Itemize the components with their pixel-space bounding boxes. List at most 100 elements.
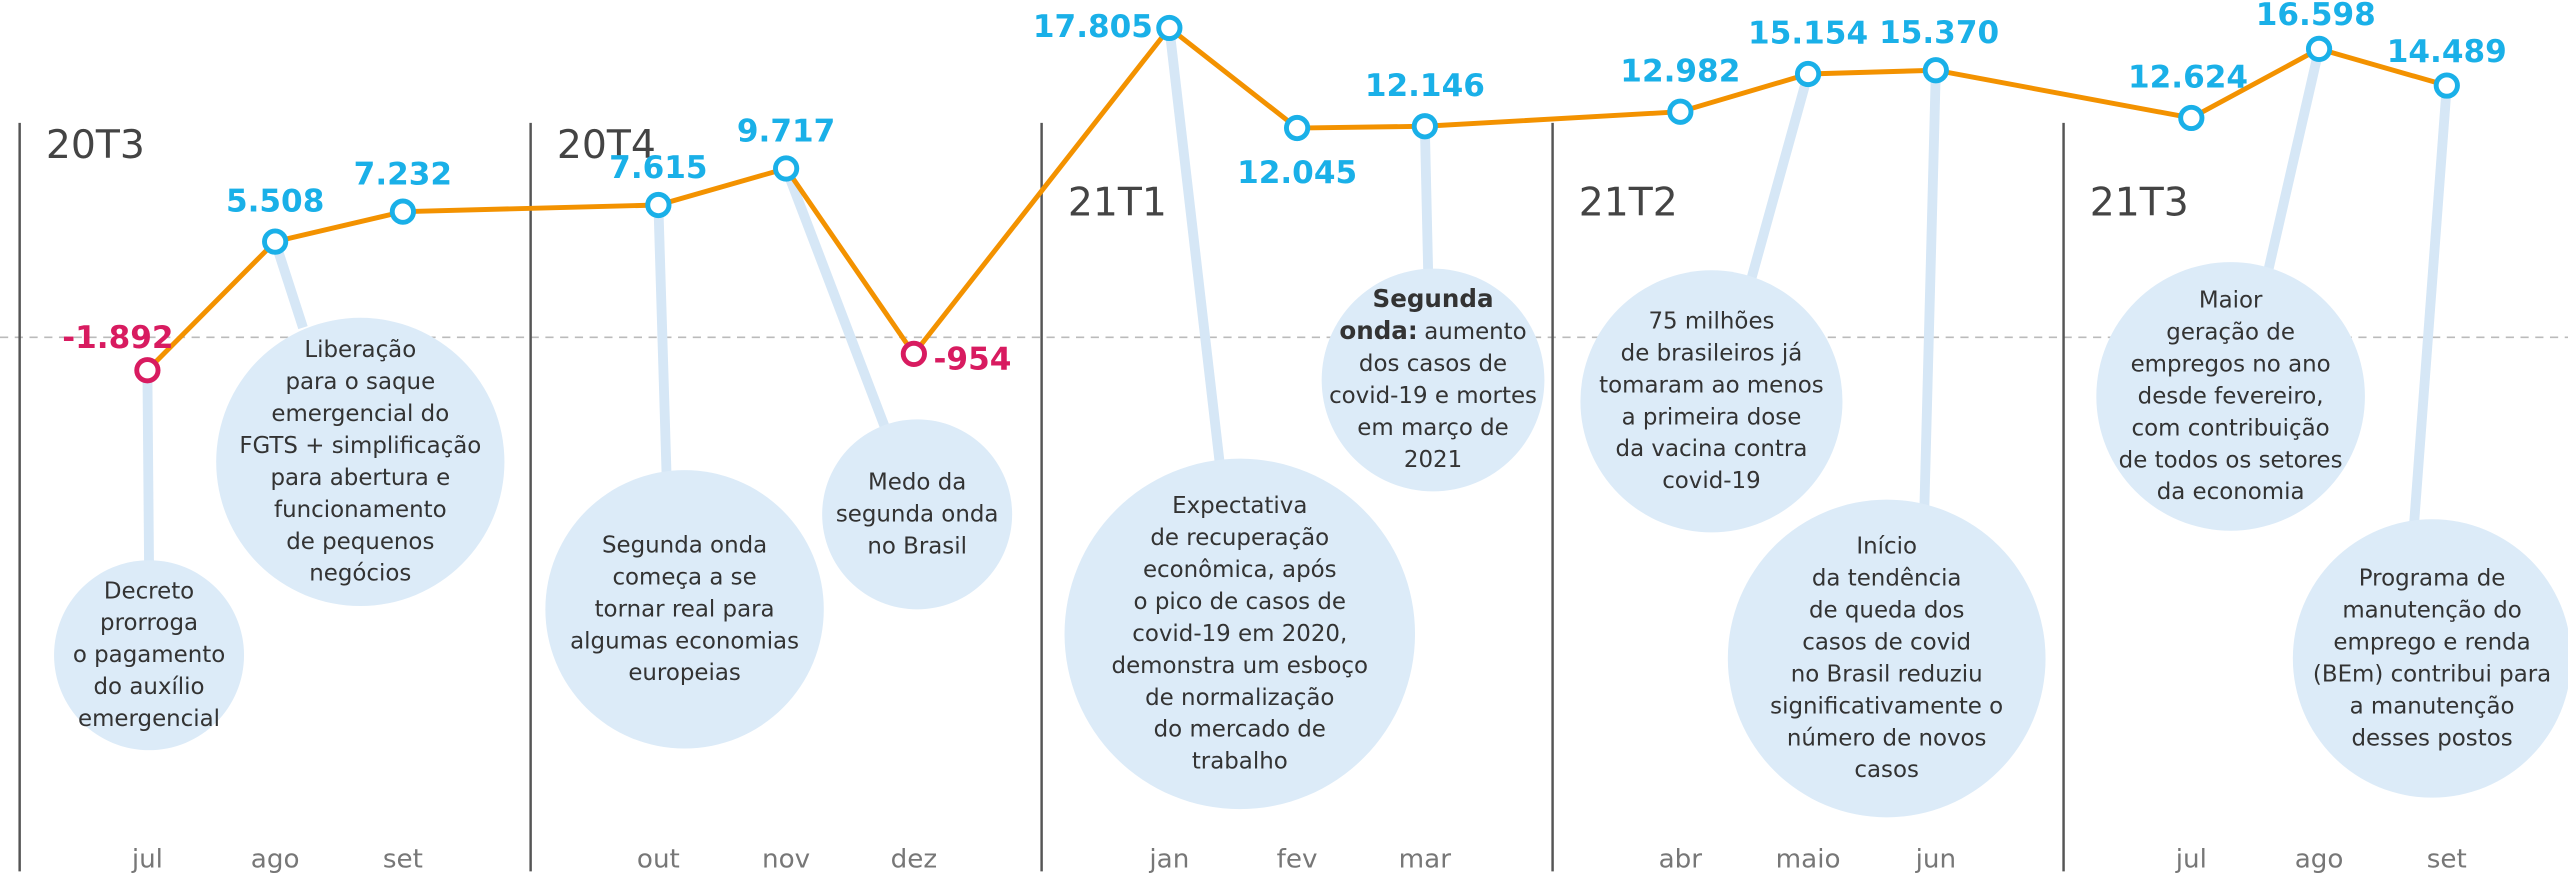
- annotation-line: aumento: [1424, 319, 1526, 345]
- annotation-line: Início: [1856, 533, 1917, 559]
- data-point: [1411, 113, 1438, 140]
- annotation-bubble: [2096, 262, 2365, 531]
- data-point: [2305, 35, 2333, 63]
- connector: [2263, 47, 2324, 272]
- annotation-line: Expectativa: [1172, 493, 1307, 519]
- x-tick-label: ago: [251, 844, 300, 874]
- annotation-line: negócios: [309, 560, 411, 586]
- annotation-text: Medo da segunda onda no Brasil: [836, 469, 999, 559]
- x-tick-label: jul: [2175, 844, 2207, 874]
- x-tick-label: nov: [762, 844, 810, 874]
- annotation-bubble: [1580, 270, 1843, 533]
- annotation-line: Liberação: [304, 337, 416, 363]
- connector: [781, 166, 889, 428]
- annotation-text: Expectativa de recuperação econômica, após…: [1112, 493, 1368, 774]
- annotation-line: Medo da: [868, 469, 966, 495]
- annotation-bubble: [54, 560, 245, 751]
- x-tick-label: ago: [2295, 844, 2344, 874]
- data-label: 12.146: [1365, 68, 1485, 104]
- data-label: 16.598: [2256, 0, 2376, 33]
- data-label: 12.045: [1237, 155, 1357, 191]
- annotation-line: FGTS + simplificação: [239, 432, 481, 458]
- data-label: 7.615: [609, 150, 707, 186]
- annotation-line: Maior: [2199, 287, 2263, 313]
- data-point: [1284, 114, 1311, 142]
- data-point: [134, 357, 161, 384]
- annotation-line: casos de covid: [1802, 629, 1971, 655]
- data-label: 17.805: [1033, 9, 1153, 45]
- annotation-line: para abertura e: [270, 464, 450, 490]
- annotation-bold: onda:: [1339, 316, 1417, 345]
- annotation-line: geração de: [2166, 319, 2295, 345]
- connector: [1164, 27, 1226, 468]
- data-point: [773, 155, 800, 182]
- label-layer: -1.892 5.508 7.232 7.615 9.717 -954 17.805 12.0…: [62, 0, 2507, 384]
- data-label: 5.508: [226, 183, 324, 219]
- annotation-line: 75 milhões: [1648, 308, 1774, 334]
- x-tick-label: set: [2427, 844, 2467, 874]
- data-label: 12.982: [1620, 53, 1740, 89]
- annotation-line: tornar real para: [595, 596, 775, 622]
- data-point: [645, 191, 672, 219]
- annotation-line: emergencial do: [271, 401, 449, 427]
- annotation-text: Segunda onda: aumento dos casos de covid-19 …: [1329, 284, 1537, 472]
- annotation-line: casos: [1854, 757, 1919, 783]
- annotation-line: trabalho: [1192, 748, 1288, 774]
- annotation-line: emprego e renda: [2333, 629, 2530, 655]
- annotation-line: desses postos: [2351, 725, 2512, 751]
- annotation-text: Início da tendência de queda dos casos de c…: [1770, 533, 2003, 783]
- annotation-line: a manutenção: [2350, 693, 2515, 719]
- annotation-line: começa a se: [612, 564, 756, 590]
- annotation-line: Programa de: [2359, 565, 2506, 591]
- annotation-line: de normalização: [1145, 684, 1334, 710]
- data-point: [1922, 57, 1949, 84]
- annotation-line: covid-19 em 2020,: [1132, 620, 1347, 646]
- data-point: [2178, 104, 2205, 132]
- x-tick-label: maio: [1776, 844, 1841, 874]
- annotation-line: tomaram ao menos: [1599, 372, 1824, 398]
- x-tick-label: jan: [1148, 844, 1189, 874]
- connector: [270, 240, 308, 330]
- annotation-line: o pico de casos de: [1134, 588, 1346, 614]
- annotation-line: europeias: [628, 660, 741, 686]
- annotation-line: o pagamento: [73, 642, 225, 668]
- data-label: 12.624: [2128, 60, 2248, 96]
- annotation-line: com contribuição: [2132, 415, 2330, 441]
- data-point: [2433, 72, 2460, 99]
- quarter-label: 20T4: [557, 123, 656, 168]
- annotation-line: no Brasil reduziu: [1791, 661, 1983, 687]
- annotation-bubble: [2292, 519, 2568, 798]
- data-point: [1794, 60, 1822, 88]
- annotation-text: Segunda onda começa a se tornar real para a…: [570, 532, 799, 686]
- x-tick-label: fev: [1277, 844, 1318, 874]
- quarter-label: 21T2: [1579, 180, 1678, 225]
- annotation-line: econômica, após: [1143, 557, 1337, 583]
- data-point: [900, 340, 927, 368]
- data-point: [262, 228, 289, 255]
- annotation-text: Maior geração de empregos no ano desde feve…: [2119, 287, 2343, 505]
- annotation-line: de todos os setores: [2119, 447, 2343, 473]
- annotation-bubble: [1064, 458, 1416, 810]
- annotation-line: significativamente o: [1770, 693, 2003, 719]
- annotation-line: covid-19: [1662, 468, 1760, 494]
- connector: [142, 370, 154, 566]
- annotation-line: dos casos de: [1359, 351, 1507, 377]
- data-label: 15.154: [1748, 16, 1868, 52]
- data-point: [1667, 98, 1694, 125]
- connector: [1919, 70, 1941, 508]
- annotation-line: algumas economias: [570, 628, 799, 654]
- quarter-label: 21T3: [2090, 180, 2189, 225]
- annotation-line: demonstra um esboço: [1112, 652, 1368, 678]
- bubble-layer: Decreto prorroga o pagamento do auxílio emer…: [54, 262, 2568, 818]
- annotation-bubble: [216, 317, 505, 607]
- annotation-bubble: [1321, 268, 1545, 492]
- annotation-line: da tendência: [1812, 565, 1962, 591]
- x-tick-label: jul: [131, 844, 163, 874]
- annotation-line: segunda onda: [836, 501, 999, 527]
- x-tick-label: abr: [1659, 844, 1703, 874]
- data-label: 9.717: [737, 113, 835, 149]
- annotation-line: de brasileiros já: [1621, 340, 1803, 366]
- x-tick-label: set: [383, 844, 423, 874]
